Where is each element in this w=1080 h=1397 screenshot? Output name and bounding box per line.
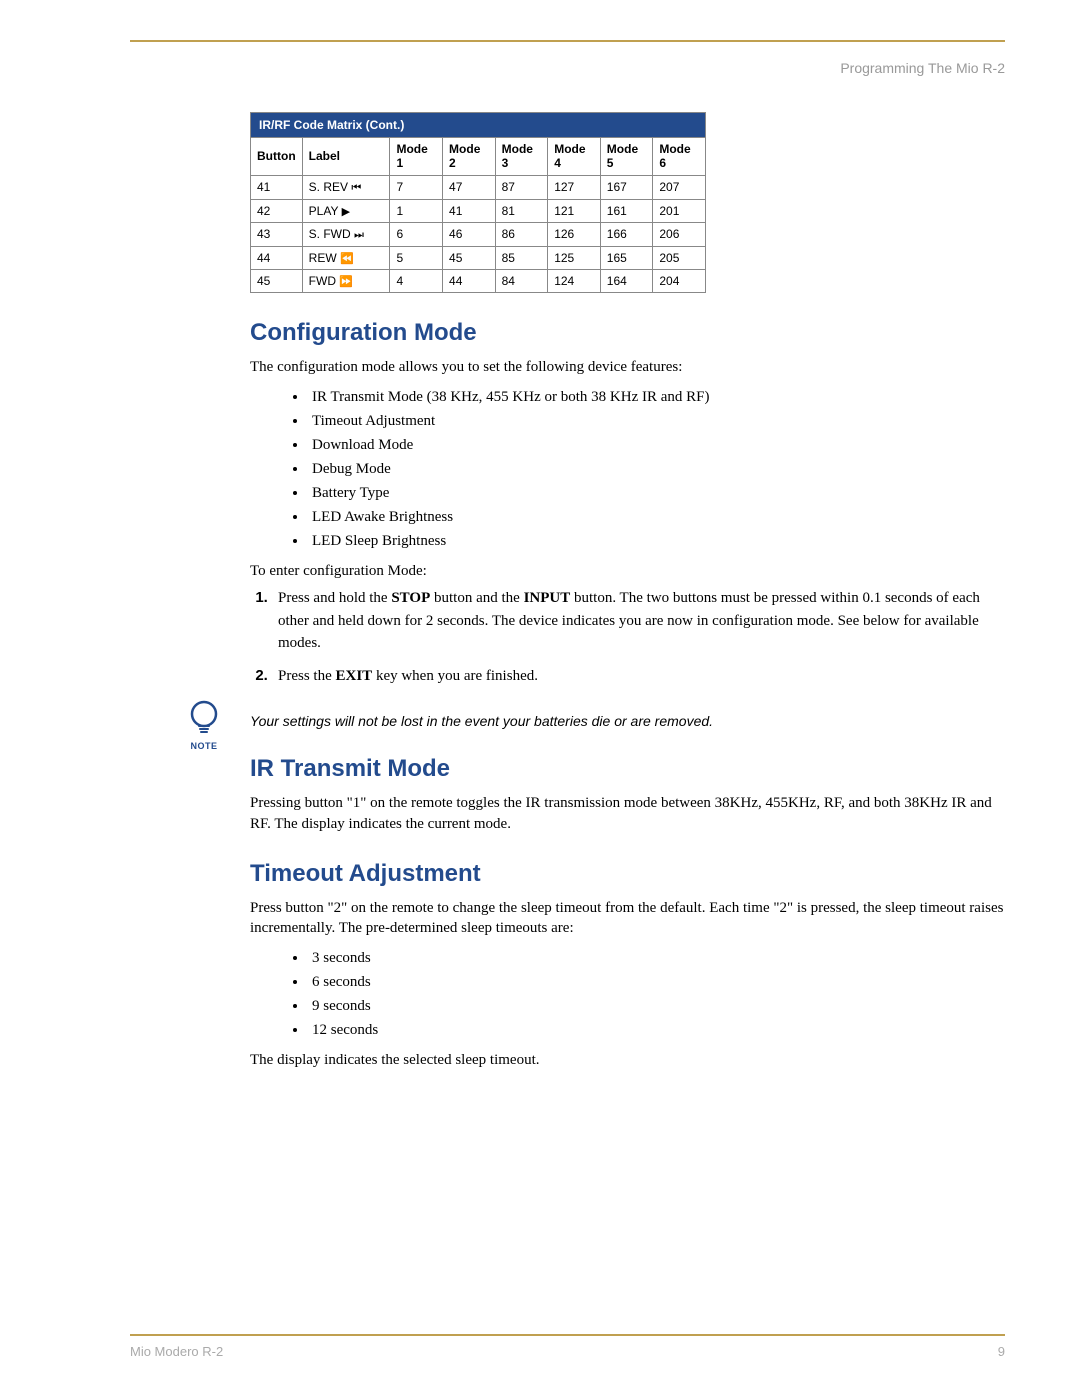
table-cell: 7 bbox=[390, 175, 443, 199]
table-cell: 46 bbox=[443, 222, 496, 246]
table-cell: 125 bbox=[548, 246, 601, 269]
table-row: 42PLAY ▶14181121161201 bbox=[251, 199, 706, 222]
table-cell: 6 bbox=[390, 222, 443, 246]
sfwd-icon: ⏭ bbox=[354, 229, 364, 241]
code-matrix-table: IR/RF Code Matrix (Cont.) Button Label M… bbox=[250, 112, 706, 293]
table-cell: 43 bbox=[251, 222, 303, 246]
table-cell: 126 bbox=[548, 222, 601, 246]
table-cell: 84 bbox=[495, 269, 548, 292]
table-cell: 4 bbox=[390, 269, 443, 292]
list-item: Battery Type bbox=[308, 481, 1005, 505]
table-cell: 124 bbox=[548, 269, 601, 292]
list-item: 12 seconds bbox=[308, 1018, 1005, 1042]
list-item: LED Awake Brightness bbox=[308, 505, 1005, 529]
table-cell: FWD ⏩ bbox=[302, 269, 390, 292]
play-icon: ▶ bbox=[342, 206, 350, 218]
step-item: Press and hold the STOP button and the I… bbox=[272, 587, 1005, 655]
step-item: Press the EXIT key when you are finished… bbox=[272, 665, 1005, 688]
list-item: LED Sleep Brightness bbox=[308, 529, 1005, 553]
heading-timeout-adjustment: Timeout Adjustment bbox=[250, 860, 1005, 888]
list-item: Download Mode bbox=[308, 433, 1005, 457]
table-cell: 44 bbox=[251, 246, 303, 269]
rew-icon: ⏪ bbox=[340, 253, 354, 265]
table-cell: 87 bbox=[495, 175, 548, 199]
table-cell: 81 bbox=[495, 199, 548, 222]
table-cell: 207 bbox=[653, 175, 706, 199]
table-cell: 85 bbox=[495, 246, 548, 269]
timeout-after: The display indicates the selected sleep… bbox=[250, 1050, 1005, 1070]
fwd-icon: ⏩ bbox=[339, 276, 353, 288]
table-cell: 42 bbox=[251, 199, 303, 222]
table-cell: S. FWD ⏭ bbox=[302, 222, 390, 246]
note-label: NOTE bbox=[182, 741, 226, 751]
page-header: Programming The Mio R-2 bbox=[840, 60, 1005, 76]
list-item: 6 seconds bbox=[308, 970, 1005, 994]
table-cell: 41 bbox=[251, 175, 303, 199]
table-cell: 1 bbox=[390, 199, 443, 222]
note-text: Your settings will not be lost in the ev… bbox=[250, 705, 1005, 729]
table-cell: 205 bbox=[653, 246, 706, 269]
config-intro: The configuration mode allows you to set… bbox=[250, 357, 1005, 377]
timeout-items-list: 3 seconds6 seconds9 seconds12 seconds bbox=[308, 946, 1005, 1042]
srev-icon: ⏮ bbox=[351, 182, 361, 194]
note-icon: NOTE bbox=[182, 699, 226, 751]
footer-page-number: 9 bbox=[998, 1344, 1005, 1359]
table-cell: REW ⏪ bbox=[302, 246, 390, 269]
list-item: Debug Mode bbox=[308, 457, 1005, 481]
list-item: 9 seconds bbox=[308, 994, 1005, 1018]
table-cell: 167 bbox=[600, 175, 653, 199]
table-cell: S. REV ⏮ bbox=[302, 175, 390, 199]
table-title: IR/RF Code Matrix (Cont.) bbox=[251, 113, 706, 138]
config-steps-list: Press and hold the STOP button and the I… bbox=[272, 587, 1005, 687]
timeout-body: Press button "2" on the remote to change… bbox=[250, 898, 1005, 939]
table-cell: 206 bbox=[653, 222, 706, 246]
table-cell: 47 bbox=[443, 175, 496, 199]
footer-left: Mio Modero R-2 bbox=[130, 1344, 223, 1359]
page-frame: Programming The Mio R-2 IR/RF Code Matri… bbox=[130, 40, 1005, 1337]
note-block: NOTE Your settings will not be lost in t… bbox=[250, 705, 1005, 729]
table-cell: 121 bbox=[548, 199, 601, 222]
content-area: IR/RF Code Matrix (Cont.) Button Label M… bbox=[250, 112, 1005, 1077]
list-item: 3 seconds bbox=[308, 946, 1005, 970]
page-footer: Mio Modero R-2 9 bbox=[130, 1334, 1005, 1359]
table-cell: 44 bbox=[443, 269, 496, 292]
table-cell: 41 bbox=[443, 199, 496, 222]
list-item: IR Transmit Mode (38 KHz, 455 KHz or bot… bbox=[308, 385, 1005, 409]
table-cell: 127 bbox=[548, 175, 601, 199]
heading-ir-transmit-mode: IR Transmit Mode bbox=[250, 755, 1005, 783]
table-cell: 165 bbox=[600, 246, 653, 269]
table-cell: 86 bbox=[495, 222, 548, 246]
table-row: 45FWD ⏩44484124164204 bbox=[251, 269, 706, 292]
table-cell: 161 bbox=[600, 199, 653, 222]
config-enter-text: To enter configuration Mode: bbox=[250, 561, 1005, 581]
table-row: 43S. FWD ⏭64686126166206 bbox=[251, 222, 706, 246]
table-cell: 45 bbox=[443, 246, 496, 269]
table-cell: 45 bbox=[251, 269, 303, 292]
table-cell: PLAY ▶ bbox=[302, 199, 390, 222]
list-item: Timeout Adjustment bbox=[308, 409, 1005, 433]
table-row: 41S. REV ⏮74787127167207 bbox=[251, 175, 706, 199]
table-cell: 166 bbox=[600, 222, 653, 246]
table-cell: 201 bbox=[653, 199, 706, 222]
table-row: 44REW ⏪54585125165205 bbox=[251, 246, 706, 269]
table-header-row: Button Label Mode1 Mode2 Mode3 Mode4 Mod… bbox=[251, 138, 706, 176]
table-cell: 5 bbox=[390, 246, 443, 269]
table-cell: 204 bbox=[653, 269, 706, 292]
ir-body: Pressing button "1" on the remote toggle… bbox=[250, 793, 1005, 834]
table-cell: 164 bbox=[600, 269, 653, 292]
heading-configuration-mode: Configuration Mode bbox=[250, 319, 1005, 347]
config-features-list: IR Transmit Mode (38 KHz, 455 KHz or bot… bbox=[308, 385, 1005, 553]
